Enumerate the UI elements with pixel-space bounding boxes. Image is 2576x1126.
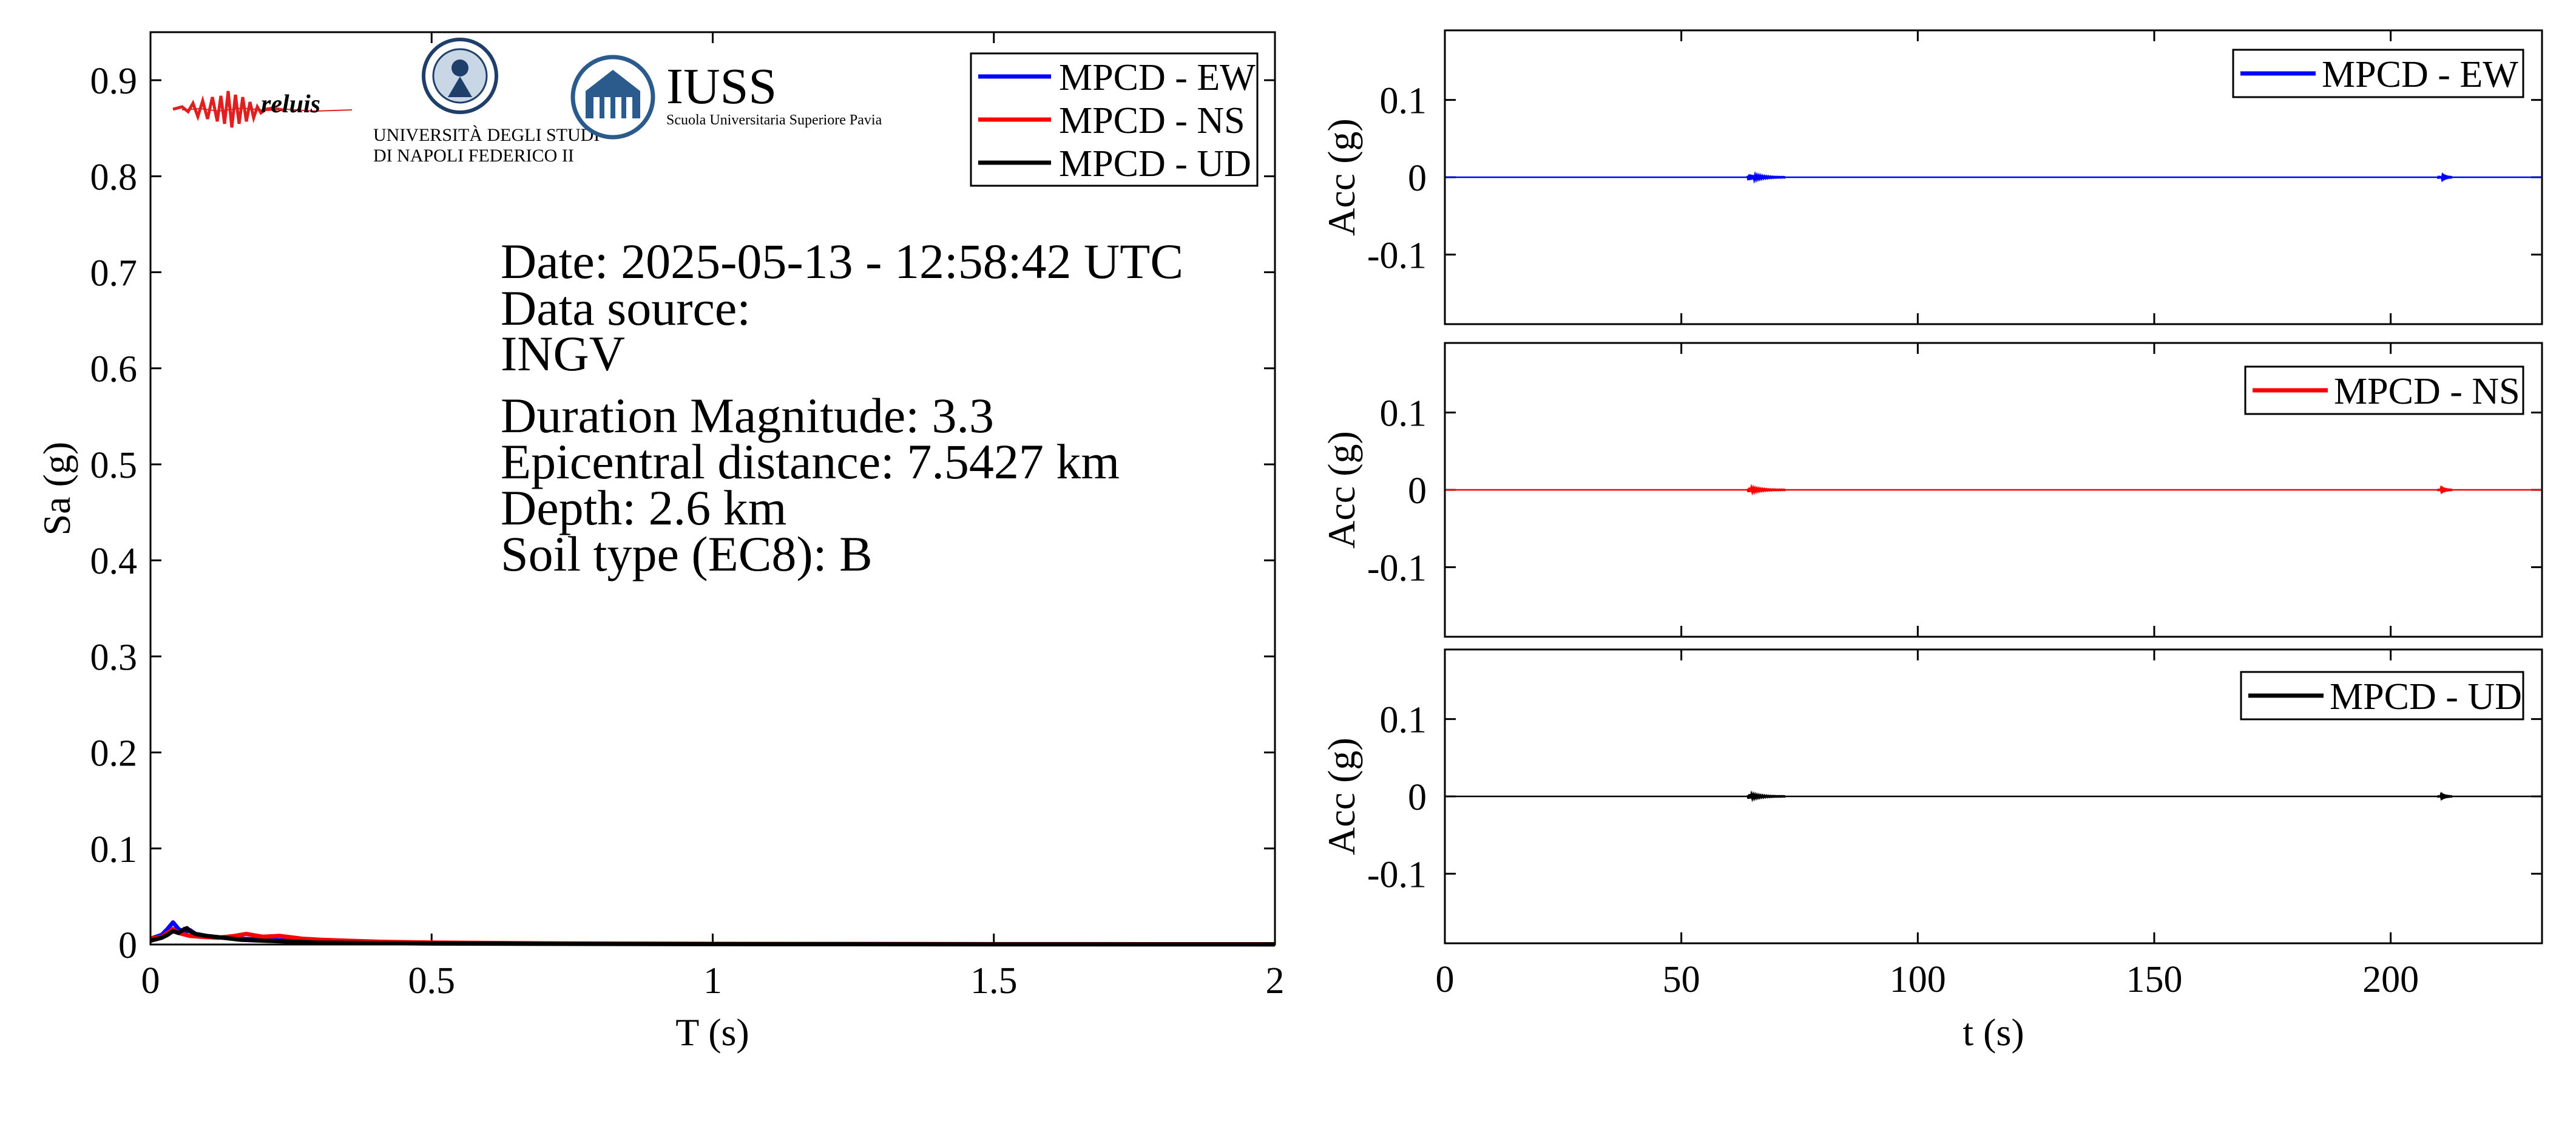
- acc-legend-label-ew: MPCD - EW: [2322, 54, 2518, 95]
- spectrum-y-tick-label: 0.3: [90, 637, 138, 678]
- acc-y-tick-label: -0.1: [1367, 854, 1427, 895]
- unina-name-line2: DI NAPOLI FEDERICO II: [373, 146, 574, 166]
- spectrum-axes: 0 0.5 1 1.5 2 0 0.1 0.2 0.3 0.4 0.5 0.6 0.7 0.8 0.9: [90, 32, 1285, 1002]
- epicentral-distance: Epicentral distance: 7.5427 km: [501, 434, 1120, 489]
- legend-label-ud: MPCD - UD: [1059, 143, 1251, 185]
- acc-y-tick-label: 0.1: [1380, 81, 1427, 122]
- acc-plot-area-ud: [1445, 790, 2542, 802]
- acc-x-tick-label: 200: [2362, 959, 2419, 1000]
- unina-name-line1: UNIVERSITÀ DEGLI STUDI: [373, 125, 600, 145]
- acc-axes-ew: -0.1 0 0.1: [1367, 30, 2542, 324]
- spectrum-y-tick-label: 0.6: [90, 349, 138, 390]
- acc-panel-ud: -0.1 0 0.1 0 50 100 150 200 MPCD - UD Acc (g): [1320, 648, 2543, 1000]
- acc-y-tick-label: 0: [1408, 158, 1427, 199]
- acc-panel-ew: -0.1 0 0.1 MPCD - EW Acc (g): [1320, 29, 2543, 325]
- spectrum-legend: MPCD - EW MPCD - NS MPCD - UD: [970, 52, 1259, 187]
- acc-frame-ud: [1444, 648, 2543, 945]
- acc-x-tick-label: 100: [1890, 959, 1946, 1000]
- spectrum-x-tick-label: 1: [703, 960, 722, 1002]
- soil-type: Soil type (EC8): B: [501, 526, 873, 582]
- spectrum-y-tick-label: 0.8: [90, 157, 138, 198]
- data-source-label: Data source:: [501, 280, 751, 336]
- data-source: INGV: [501, 326, 625, 381]
- acc-y-tick-label: 0.1: [1380, 700, 1427, 741]
- acc-event-burst-mpcd-ew: [1746, 171, 1786, 184]
- spectrum-x-tick-label: 2: [1266, 960, 1285, 1002]
- acc-x-tick-label: 50: [1663, 959, 1700, 1000]
- acc-plot-area-ew: [1445, 171, 2542, 184]
- acc-plot-area-ns: [1445, 483, 2542, 496]
- acc-frame-ew: [1444, 29, 2543, 325]
- spectrum-y-tick-label: 0.4: [90, 541, 138, 582]
- acc-legend-ud: MPCD - UD: [2240, 671, 2524, 721]
- event-info: Date: 2025-05-13 - 12:58:42 UTC Data sou…: [501, 234, 1183, 582]
- acc-y-label-ns: Acc (g): [1320, 431, 1363, 549]
- spectrum-y-label: Sa (g): [35, 442, 78, 536]
- spectrum-x-label: T (s): [675, 1011, 749, 1054]
- acc-legend-label-ud: MPCD - UD: [2330, 676, 2522, 717]
- acc-x-tick-label: 150: [2126, 959, 2182, 1000]
- iuss-name: IUSS: [666, 58, 777, 115]
- reluis-logo-text: reluis: [261, 90, 320, 118]
- acc-axes-ud: -0.1 0 0.1 0 50 100 150 200: [1367, 649, 2542, 1000]
- spectrum-frame: [149, 31, 1276, 946]
- acc-legend-ns: MPCD - NS: [2244, 365, 2524, 415]
- acc-y-label-ew: Acc (g): [1320, 118, 1363, 236]
- acc-axes-ns: -0.1 0 0.1: [1367, 343, 2542, 637]
- spectrum-y-tick-label: 0: [118, 925, 137, 966]
- iuss-subtitle: Scuola Universitaria Superiore Pavia: [666, 112, 882, 128]
- acc-y-tick-label: 0: [1408, 470, 1427, 512]
- iuss-logo: IUSS Scuola Universitaria Superiore Pavi…: [570, 55, 882, 140]
- spectrum-x-tick-label: 0.5: [408, 960, 456, 1002]
- acc-y-tick-label: 0.1: [1380, 393, 1427, 435]
- acc-legend-label-ns: MPCD - NS: [2334, 371, 2520, 412]
- spectrum-y-tick-label: 0.5: [90, 445, 138, 486]
- spectrum-x-tick-label: 0: [141, 960, 160, 1002]
- event-date: Date: 2025-05-13 - 12:58:42 UTC: [501, 234, 1183, 289]
- reluis-logo: reluis: [172, 90, 353, 128]
- acc-y-label-ud: Acc (g): [1320, 738, 1363, 855]
- acc-y-tick-label: 0: [1408, 777, 1427, 818]
- spectrum-y-tick-label: 0.9: [90, 61, 138, 102]
- acc-event-burst-mpcd-ud: [2436, 791, 2453, 801]
- acc-event-burst-mpcd-ud: [1746, 790, 1786, 802]
- acc-frame-ns: [1444, 342, 2543, 638]
- acc-event-burst-mpcd-ns: [2436, 484, 2453, 495]
- acc-event-burst-mpcd-ew: [2436, 172, 2453, 183]
- unina-logo: UNIVERSITÀ DEGLI STUDI DI NAPOLI FEDERIC…: [373, 38, 600, 166]
- acc-panel-ns: -0.1 0 0.1 MPCD - NS Acc (g): [1320, 342, 2543, 638]
- acc-event-burst-mpcd-ns: [1746, 483, 1786, 496]
- acc-y-tick-label: -0.1: [1367, 548, 1427, 589]
- spectrum-y-tick-label: 0.7: [90, 253, 138, 294]
- spectrum-y-tick-label: 0.1: [90, 829, 138, 870]
- acc-x-tick-label: 0: [1436, 959, 1455, 1000]
- duration-magnitude: Duration Magnitude: 3.3: [501, 388, 994, 443]
- depth: Depth: 2.6 km: [501, 480, 786, 535]
- acc-x-label: t (s): [1962, 1011, 2024, 1054]
- acc-y-tick-label: -0.1: [1367, 235, 1427, 276]
- spectrum-y-tick-label: 0.2: [90, 733, 138, 775]
- legend-label-ew: MPCD - EW: [1059, 57, 1256, 98]
- acc-legend-ew: MPCD - EW: [2232, 49, 2524, 98]
- spectrum-x-tick-label: 1.5: [970, 960, 1018, 1002]
- spectrum-panel: reluis UNIVERSITÀ DEGLI STUDI DI NAPOLI …: [35, 31, 1285, 1054]
- legend-label-ns: MPCD - NS: [1059, 100, 1245, 141]
